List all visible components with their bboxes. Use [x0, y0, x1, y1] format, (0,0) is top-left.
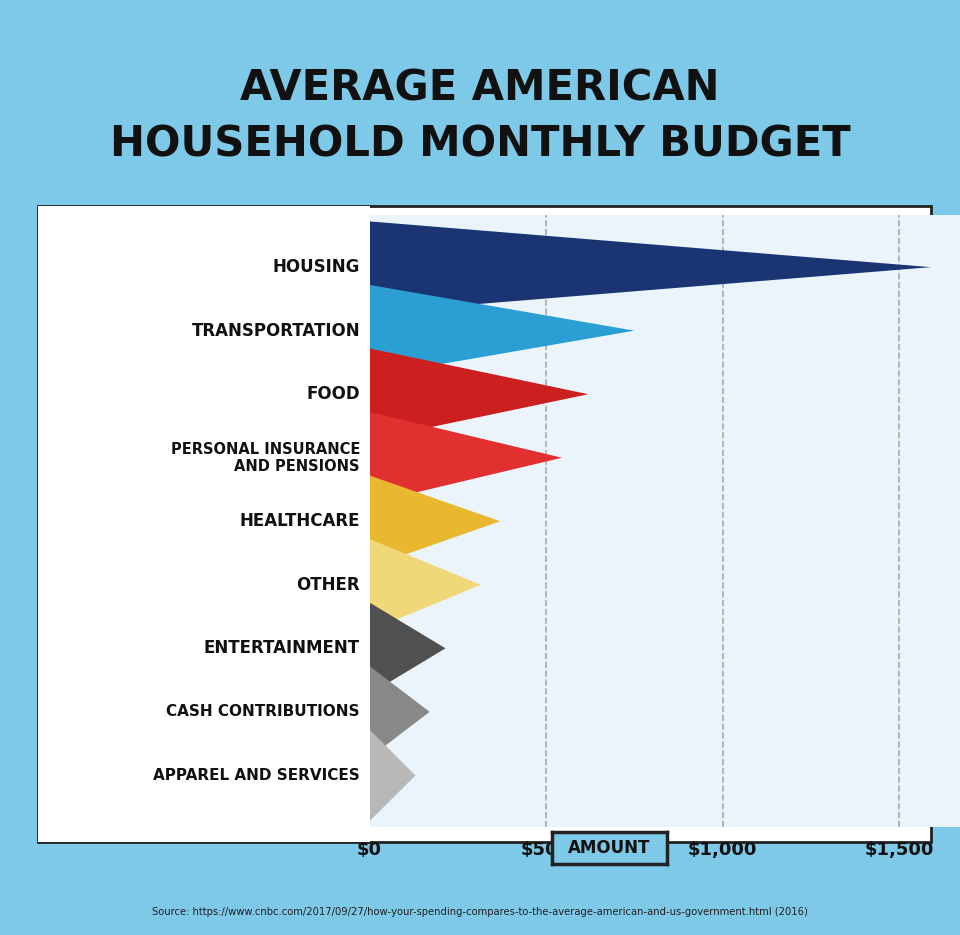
Polygon shape: [370, 412, 562, 503]
Text: Source: https://www.cnbc.com/2017/09/27/how-your-spending-compares-to-the-averag: Source: https://www.cnbc.com/2017/09/27/…: [152, 907, 808, 916]
Text: OTHER: OTHER: [297, 576, 360, 594]
Polygon shape: [370, 222, 931, 313]
Text: HEALTHCARE: HEALTHCARE: [239, 512, 360, 530]
Text: AMOUNT: AMOUNT: [568, 839, 651, 857]
Polygon shape: [370, 666, 430, 757]
Text: HOUSEHOLD MONTHLY BUDGET: HOUSEHOLD MONTHLY BUDGET: [109, 124, 851, 165]
Text: HOUSING: HOUSING: [273, 258, 360, 276]
Text: AVERAGE AMERICAN: AVERAGE AMERICAN: [240, 68, 720, 109]
Polygon shape: [370, 602, 445, 694]
Text: PERSONAL INSURANCE
AND PENSIONS: PERSONAL INSURANCE AND PENSIONS: [171, 441, 360, 474]
Text: EXPENSES: EXPENSES: [127, 221, 224, 239]
Text: FOOD: FOOD: [306, 385, 360, 403]
Polygon shape: [370, 476, 500, 567]
Polygon shape: [370, 349, 588, 440]
Text: APPAREL AND SERVICES: APPAREL AND SERVICES: [154, 768, 360, 783]
Polygon shape: [370, 539, 481, 630]
Polygon shape: [370, 285, 635, 377]
Text: TRANSPORTATION: TRANSPORTATION: [191, 322, 360, 339]
Polygon shape: [370, 729, 416, 821]
Text: CASH CONTRIBUTIONS: CASH CONTRIBUTIONS: [166, 704, 360, 719]
Text: ENTERTAINMENT: ENTERTAINMENT: [204, 640, 360, 657]
